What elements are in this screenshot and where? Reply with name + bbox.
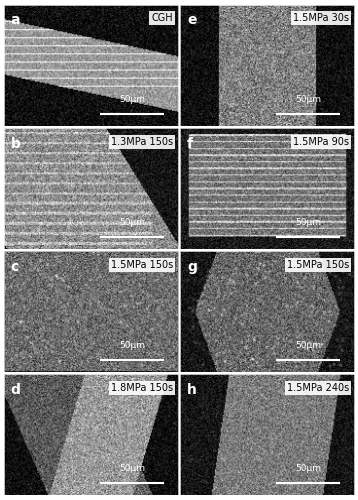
Text: h: h — [187, 383, 197, 397]
Text: 1.5MPa 240s: 1.5MPa 240s — [287, 383, 349, 393]
Text: a: a — [11, 14, 20, 28]
Text: 1.5MPa 30s: 1.5MPa 30s — [293, 14, 349, 24]
Text: 50μm: 50μm — [295, 464, 321, 473]
Text: 50μm: 50μm — [119, 218, 145, 227]
Text: 50μm: 50μm — [119, 95, 145, 104]
Text: CGH: CGH — [151, 14, 173, 24]
Text: b: b — [11, 136, 20, 150]
Text: e: e — [187, 14, 197, 28]
Text: 1.5MPa 150s: 1.5MPa 150s — [111, 260, 173, 270]
Text: d: d — [11, 383, 20, 397]
Text: g: g — [187, 260, 197, 274]
Text: 50μm: 50μm — [295, 341, 321, 350]
Text: 50μm: 50μm — [295, 95, 321, 104]
Text: c: c — [11, 260, 19, 274]
Text: 1.5MPa 150s: 1.5MPa 150s — [287, 260, 349, 270]
Text: 50μm: 50μm — [119, 341, 145, 350]
Text: f: f — [187, 136, 193, 150]
Text: 50μm: 50μm — [119, 464, 145, 473]
Text: 1.8MPa 150s: 1.8MPa 150s — [111, 383, 173, 393]
Text: 50μm: 50μm — [295, 218, 321, 227]
Text: 1.3MPa 150s: 1.3MPa 150s — [111, 136, 173, 146]
Text: 1.5MPa 90s: 1.5MPa 90s — [293, 136, 349, 146]
